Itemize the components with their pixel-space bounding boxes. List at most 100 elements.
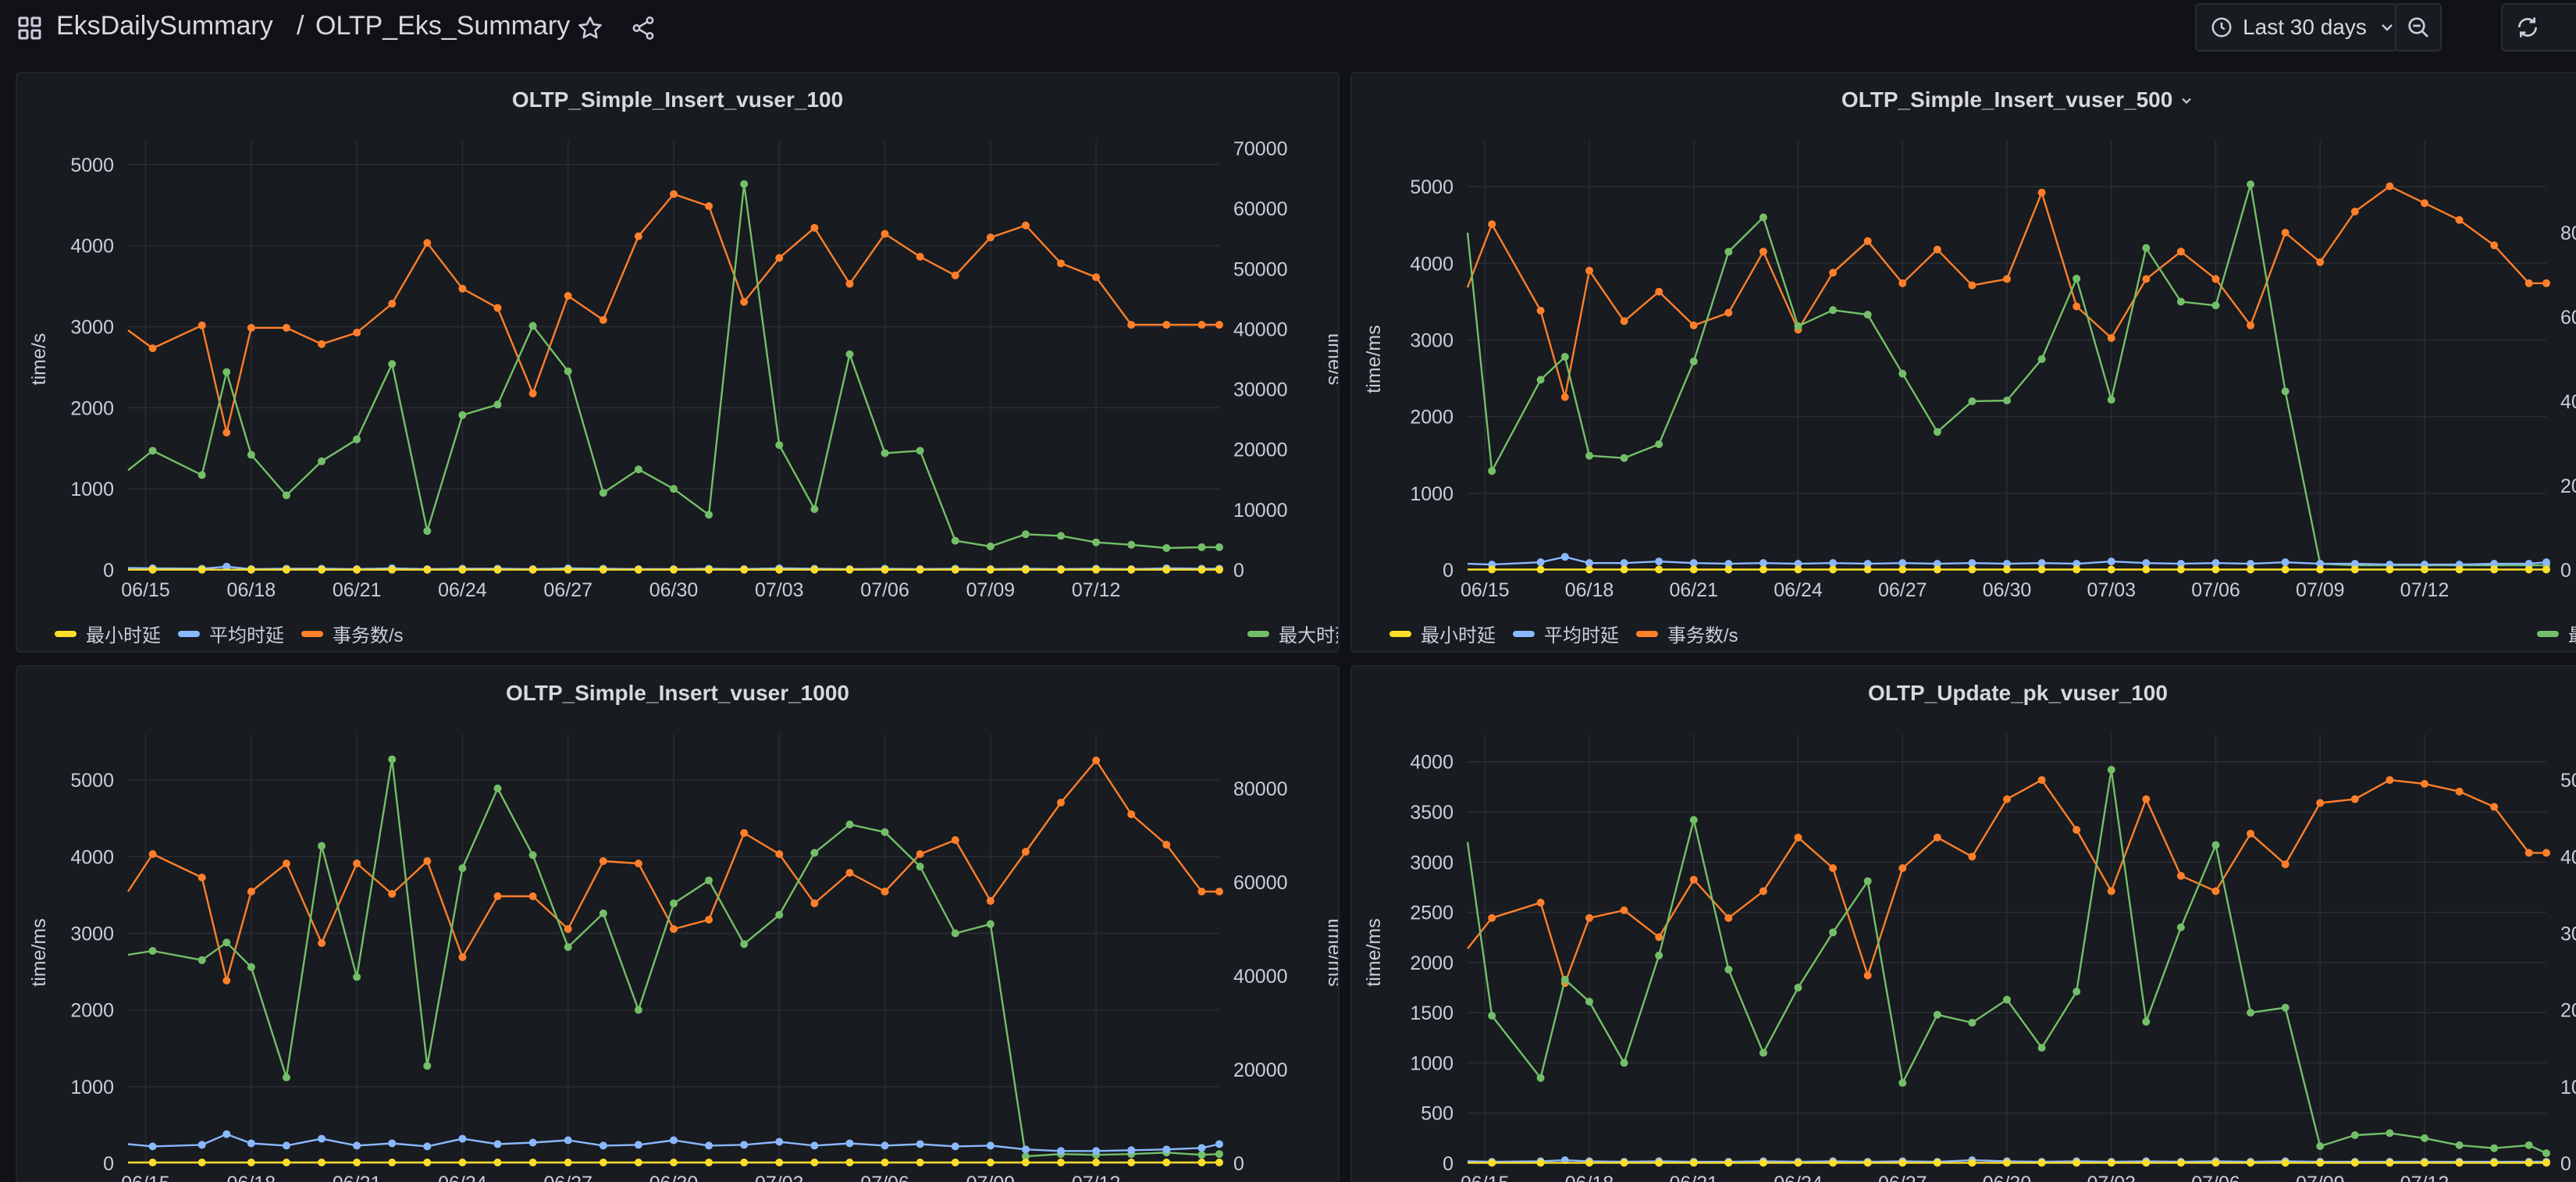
data-point-avg-latency — [2176, 560, 2185, 568]
data-point-max-latency — [2455, 1141, 2464, 1149]
zoom-out-icon — [2404, 13, 2432, 41]
panel-insert-vuser-500[interactable]: OLTP_Simple_Insert_vuser_500 06/15 06/18 0… — [1350, 72, 2576, 653]
panel-update-pk-vuser-100[interactable]: OLTP_Update_pk_vuser_100 06/15 06/18 06/21… — [1350, 665, 2576, 1182]
panel-title[interactable]: OLTP_Simple_Insert_vuser_1000 — [506, 681, 849, 705]
data-point-avg-latency — [2350, 560, 2359, 568]
data-point-tps — [1197, 321, 1206, 329]
data-point-min-latency — [881, 565, 889, 574]
panel-title[interactable]: OLTP_Update_pk_vuser_100 — [1868, 681, 2168, 705]
data-point-max-latency — [1560, 353, 1569, 361]
data-point-tps — [2281, 229, 2290, 237]
data-point-avg-latency — [197, 1141, 206, 1149]
y-right-tick-label: 80000 — [1233, 778, 1288, 800]
data-point-avg-latency — [2542, 558, 2550, 567]
data-point-max-latency — [1057, 532, 1066, 540]
data-point-tps — [599, 315, 607, 324]
data-point-max-latency — [1197, 543, 1206, 551]
data-point-tps — [1488, 913, 1496, 922]
data-point-avg-latency — [1560, 553, 1569, 561]
data-point-min-latency — [2455, 1159, 2464, 1167]
data-point-avg-latency — [670, 1136, 678, 1145]
data-point-tps — [951, 271, 959, 279]
data-point-min-latency — [2211, 1159, 2220, 1167]
data-point-tps — [247, 323, 255, 332]
data-point-tps — [1215, 888, 1223, 895]
data-point-avg-latency — [1689, 559, 1698, 568]
dashboard-title[interactable]: OLTP_Eks_Summary — [315, 11, 571, 41]
data-point-max-latency — [1759, 1048, 1767, 1057]
legend-item-tps[interactable]: 事务数/s — [1636, 620, 1738, 647]
legend-item-min-latency[interactable]: 最小时延 — [1389, 620, 1496, 647]
data-point-max-latency — [2003, 995, 2011, 1004]
data-point-min-latency — [1536, 1159, 1545, 1167]
data-point-avg-latency — [282, 1141, 290, 1150]
legend-item-avg-latency[interactable]: 平均时延 — [1513, 620, 1619, 647]
data-point-max-latency — [2420, 1134, 2428, 1142]
data-point-min-latency — [916, 565, 924, 574]
time-range-picker[interactable]: Last 30 days — [2195, 3, 2398, 52]
data-point-min-latency — [197, 565, 206, 574]
panel-title[interactable]: OLTP_Simple_Insert_vuser_500 — [1352, 87, 2576, 114]
legend-item-min-latency[interactable]: 最小时延 — [55, 620, 161, 647]
legend-item-avg-latency[interactable]: 平均时延 — [178, 620, 284, 647]
data-point-max-latency — [388, 755, 397, 764]
data-point-avg-latency — [634, 1141, 642, 1149]
data-point-tps — [1933, 833, 1941, 842]
dashboards-grid-icon[interactable] — [16, 14, 44, 42]
breadcrumb-folder[interactable]: EksDailySummary — [56, 11, 273, 41]
data-point-tps — [2316, 799, 2325, 807]
data-point-min-latency — [1488, 1159, 1496, 1167]
x-tick-label: 06/15 — [1461, 579, 1510, 601]
time-range-label: Last 30 days — [2243, 15, 2367, 39]
x-tick-label: 07/06 — [860, 579, 909, 601]
share-icon[interactable] — [628, 12, 659, 44]
panel-menu-chevron-icon[interactable] — [2179, 89, 2194, 114]
data-point-max-latency — [1655, 440, 1663, 448]
data-point-min-latency — [845, 565, 854, 574]
data-point-min-latency — [1021, 1159, 1030, 1167]
data-point-tps — [2247, 321, 2255, 329]
data-point-min-latency — [1794, 1159, 1802, 1167]
data-point-max-latency — [148, 447, 157, 455]
data-point-max-latency — [1655, 951, 1663, 959]
refresh-button[interactable] — [2501, 3, 2576, 52]
x-tick-label: 07/12 — [2400, 579, 2450, 601]
data-point-tps — [318, 939, 326, 947]
panel-insert-vuser-100[interactable]: OLTP_Simple_Insert_vuser_100 06/15 06/18 0… — [16, 72, 1340, 653]
data-point-min-latency — [247, 565, 255, 574]
star-icon[interactable] — [575, 12, 606, 44]
x-tick-label: 07/03 — [2087, 1173, 2136, 1182]
data-point-avg-latency — [1968, 559, 1976, 568]
x-tick-label: 06/27 — [543, 579, 592, 601]
zoom-out-button[interactable] — [2395, 3, 2442, 52]
data-point-max-latency — [1724, 965, 1733, 974]
data-point-max-latency — [528, 851, 537, 860]
data-point-min-latency — [2524, 565, 2533, 574]
legend-item-tps[interactable]: 事务数/s — [301, 620, 404, 647]
data-point-min-latency — [1057, 565, 1066, 574]
legend-item-max-latency[interactable]: 最大时延 — [1247, 620, 1338, 647]
data-point-min-latency — [670, 1159, 678, 1167]
data-point-min-latency — [1724, 565, 1733, 574]
data-point-min-latency — [2107, 1159, 2115, 1167]
legend-item-max-latency[interactable]: 最大时延 — [2537, 620, 2576, 647]
data-point-tps — [1689, 875, 1698, 884]
data-point-min-latency — [2490, 565, 2499, 574]
data-point-avg-latency — [2211, 559, 2220, 568]
data-point-min-latency — [148, 565, 157, 574]
data-point-tps — [423, 857, 432, 865]
x-tick-label: 07/09 — [2296, 579, 2345, 601]
data-point-max-latency — [2176, 297, 2185, 306]
panel-title[interactable]: OLTP_Simple_Insert_vuser_100 — [511, 87, 844, 112]
data-point-avg-latency — [247, 1139, 255, 1148]
y-right-tick-label: 60000 — [1233, 872, 1288, 894]
data-point-min-latency — [1829, 565, 1838, 574]
data-point-max-latency — [2107, 766, 2115, 774]
data-point-min-latency — [2211, 565, 2220, 574]
x-tick-label: 06/30 — [649, 1173, 699, 1182]
data-point-tps — [2350, 208, 2359, 215]
data-point-tps — [2107, 887, 2115, 895]
data-point-min-latency — [388, 1159, 397, 1167]
panel-insert-vuser-1000[interactable]: OLTP_Simple_Insert_vuser_1000 06/15 06/18… — [16, 665, 1340, 1182]
data-point-max-latency — [740, 180, 749, 188]
